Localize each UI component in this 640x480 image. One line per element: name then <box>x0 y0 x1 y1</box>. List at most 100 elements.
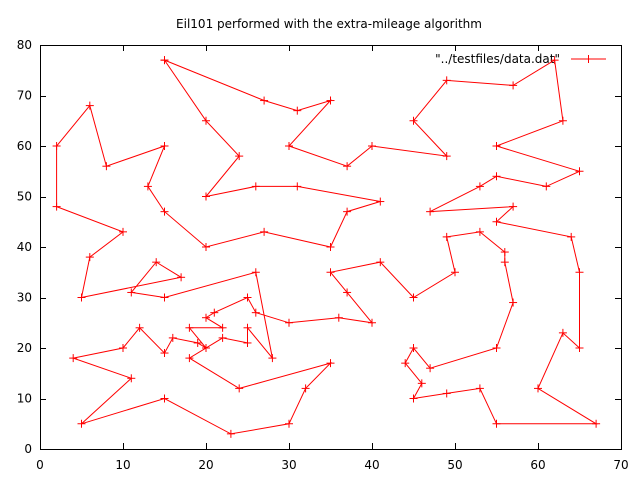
city-point <box>509 298 518 307</box>
city-point <box>102 162 111 171</box>
x-tick-label: 70 <box>613 458 628 472</box>
city-point <box>492 172 501 181</box>
city-point <box>343 162 352 171</box>
city-point <box>160 56 169 65</box>
city-point <box>127 374 136 383</box>
city-point <box>160 293 169 302</box>
y-tick-label: 30 <box>17 291 32 305</box>
x-tick-label: 40 <box>364 458 379 472</box>
city-point <box>368 142 376 150</box>
city-point <box>260 96 269 105</box>
x-tick-label: 60 <box>530 458 545 472</box>
city-point <box>368 318 376 327</box>
city-point <box>567 232 576 241</box>
city-point <box>343 207 352 216</box>
city-point <box>509 202 518 211</box>
city-point <box>226 429 235 438</box>
city-point <box>285 318 293 327</box>
city-point <box>202 344 210 352</box>
city-point <box>326 243 335 251</box>
x-tick-label: 10 <box>115 458 130 472</box>
city-point <box>160 142 169 150</box>
city-point <box>558 116 567 125</box>
city-point <box>301 384 310 393</box>
city-point <box>475 182 484 191</box>
series-tour <box>52 56 601 438</box>
city-point <box>451 268 459 277</box>
city-point <box>500 258 509 267</box>
city-point <box>293 182 302 191</box>
city-point <box>127 288 136 297</box>
axis-tick-labels: 0 10 20 30 40 50 60 70 0 10 20 30 40 50 60 70 80 <box>17 38 629 472</box>
city-point <box>417 379 426 388</box>
city-point <box>218 333 227 342</box>
city-point <box>268 354 277 363</box>
city-point <box>210 308 219 317</box>
city-point <box>326 359 335 368</box>
city-point <box>52 202 61 211</box>
city-point <box>77 293 86 302</box>
city-point <box>442 389 451 398</box>
x-tick-label: 30 <box>281 458 296 472</box>
legend: "../testfiles/data.dat" <box>435 52 606 66</box>
city-point <box>475 227 484 236</box>
city-point <box>492 142 501 150</box>
city-point <box>550 56 559 65</box>
city-point <box>251 308 260 317</box>
legend-label: "../testfiles/data.dat" <box>435 52 560 66</box>
city-point <box>426 207 435 216</box>
city-point <box>575 268 584 277</box>
city-point <box>235 152 244 161</box>
city-point <box>409 394 418 403</box>
y-tick-label: 0 <box>24 442 32 456</box>
city-point <box>442 152 451 161</box>
city-point <box>492 217 501 226</box>
axis-ticks <box>40 45 622 450</box>
city-point <box>160 349 169 358</box>
city-point <box>575 344 584 352</box>
y-tick-label: 80 <box>17 38 32 52</box>
city-point <box>202 243 210 251</box>
legend-sample-line <box>571 55 606 63</box>
city-point <box>119 227 127 236</box>
city-point <box>409 293 418 302</box>
city-point <box>185 323 194 332</box>
city-point <box>160 394 169 403</box>
city-point <box>193 338 202 347</box>
city-point <box>218 323 227 332</box>
city-point <box>343 288 352 297</box>
chart-title: Eil101 performed with the extra-mileage … <box>176 17 482 31</box>
city-point <box>442 76 451 85</box>
x-tick-label: 0 <box>36 458 44 472</box>
city-point <box>326 268 335 277</box>
city-point <box>285 419 293 428</box>
city-point <box>243 323 252 332</box>
city-point <box>542 182 551 191</box>
city-point <box>492 344 501 352</box>
city-point <box>409 116 418 125</box>
city-point <box>168 333 177 342</box>
city-point <box>251 182 260 191</box>
city-point <box>401 359 410 368</box>
city-point <box>334 313 343 322</box>
y-tick-label: 40 <box>17 240 32 254</box>
city-point <box>558 328 567 337</box>
city-point <box>235 384 244 393</box>
city-point <box>52 142 61 150</box>
city-point <box>135 323 144 332</box>
y-tick-label: 10 <box>17 392 32 406</box>
city-point <box>69 354 78 363</box>
x-tick-label: 20 <box>198 458 213 472</box>
city-point <box>202 192 210 201</box>
city-point <box>119 344 127 352</box>
city-point <box>475 384 484 393</box>
city-point <box>409 344 418 352</box>
city-point <box>202 116 210 125</box>
city-point <box>85 101 94 110</box>
city-point <box>575 167 584 176</box>
city-point <box>251 268 260 277</box>
y-tick-label: 70 <box>17 89 32 103</box>
city-point <box>376 258 385 267</box>
y-tick-label: 20 <box>17 341 32 355</box>
